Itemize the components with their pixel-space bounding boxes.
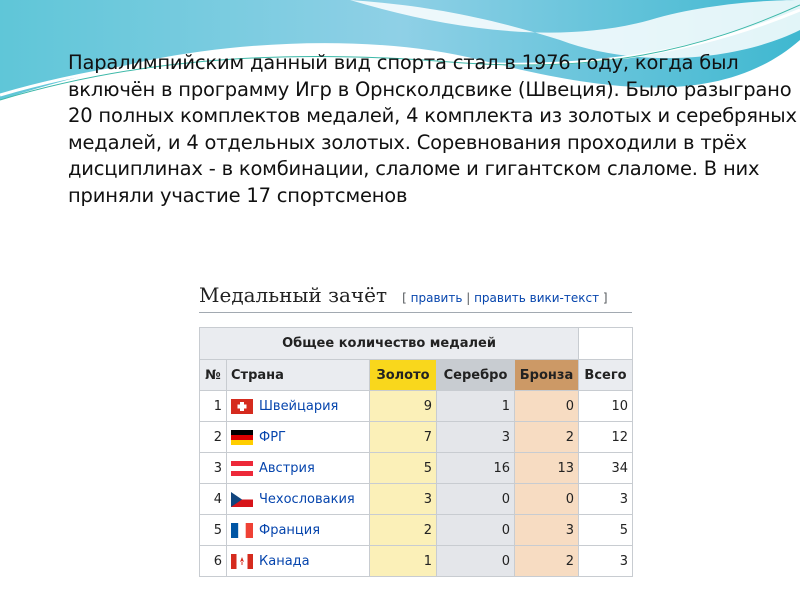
table-row: 1 Швейцария 9 1 0 10: [199, 390, 633, 422]
country-cell: ФРГ: [226, 421, 370, 453]
bronze-count: 0: [514, 483, 579, 515]
country-cell: Канада: [226, 545, 370, 577]
table-row: 4 Чехословакия 3 0 0 3: [199, 483, 633, 515]
country-link[interactable]: Франция: [259, 522, 321, 538]
france-flag-icon: [231, 522, 253, 538]
bronze-count: 2: [514, 421, 579, 453]
silver-count: 0: [436, 545, 515, 577]
bracket: [: [402, 291, 411, 305]
country-cell: Франция: [226, 514, 370, 546]
germany-flag-icon: [231, 429, 253, 445]
total-count: 34: [578, 452, 633, 484]
separator: |: [462, 291, 475, 305]
rank: 4: [199, 483, 227, 515]
gold-count: 5: [369, 452, 437, 484]
total-count: 12: [578, 421, 633, 453]
table-row: 6 Канада 1 0 2 3: [199, 545, 633, 577]
bronze-count: 13: [514, 452, 579, 484]
description-paragraph: Паралимпийским данный вид спорта стал в …: [68, 51, 797, 207]
section-header: Медальный зачёт [ править | править вики…: [199, 283, 632, 313]
canada-flag-icon: [231, 553, 253, 569]
rank: 3: [199, 452, 227, 484]
table-row: 2 ФРГ 7 3 2 12: [199, 421, 633, 453]
edit-links: [ править | править вики-текст ]: [402, 291, 607, 305]
silver-count: 0: [436, 483, 515, 515]
country-link[interactable]: Австрия: [259, 460, 315, 476]
austria-flag-icon: [231, 460, 253, 476]
country-link[interactable]: ФРГ: [259, 429, 286, 445]
table-row: 3 Австрия 5 16 13 34: [199, 452, 633, 484]
silver-count: 1: [436, 390, 515, 422]
total-count: 5: [578, 514, 633, 546]
header-bronze: Бронза: [514, 359, 579, 391]
header-silver: Серебро: [436, 359, 515, 391]
total-count: 10: [578, 390, 633, 422]
country-link[interactable]: Чехословакия: [259, 491, 355, 507]
edit-link[interactable]: править: [410, 291, 463, 305]
bracket: ]: [599, 291, 608, 305]
header-gold: Золото: [369, 359, 437, 391]
empty-header: [578, 327, 633, 360]
bronze-count: 2: [514, 545, 579, 577]
section-title: Медальный зачёт: [199, 283, 388, 307]
country-link[interactable]: Швейцария: [259, 398, 339, 414]
silver-count: 0: [436, 514, 515, 546]
gold-count: 9: [369, 390, 437, 422]
silver-count: 16: [436, 452, 515, 484]
silver-count: 3: [436, 421, 515, 453]
header-country: Страна: [226, 359, 370, 391]
header-total: Всего: [578, 359, 633, 391]
country-cell: Австрия: [226, 452, 370, 484]
table-caption: Общее количество медалей: [199, 327, 579, 360]
rank: 2: [199, 421, 227, 453]
country-cell: Чехословакия: [226, 483, 370, 515]
gold-count: 7: [369, 421, 437, 453]
table-row: 5 Франция 2 0 3 5: [199, 514, 633, 546]
country-link[interactable]: Канада: [259, 553, 310, 569]
bronze-count: 0: [514, 390, 579, 422]
rank: 6: [199, 545, 227, 577]
total-count: 3: [578, 483, 633, 515]
czechoslovakia-flag-icon: [231, 491, 253, 507]
gold-count: 3: [369, 483, 437, 515]
medal-table: Общее количество медалей № Страна Золото…: [199, 327, 633, 577]
header-num: №: [199, 359, 227, 391]
gold-count: 1: [369, 545, 437, 577]
switzerland-flag-icon: [231, 398, 253, 414]
rank: 5: [199, 514, 227, 546]
rank: 1: [199, 390, 227, 422]
total-count: 3: [578, 545, 633, 577]
bronze-count: 3: [514, 514, 579, 546]
gold-count: 2: [369, 514, 437, 546]
edit-source-link[interactable]: править вики-текст: [474, 291, 600, 305]
country-cell: Швейцария: [226, 390, 370, 422]
